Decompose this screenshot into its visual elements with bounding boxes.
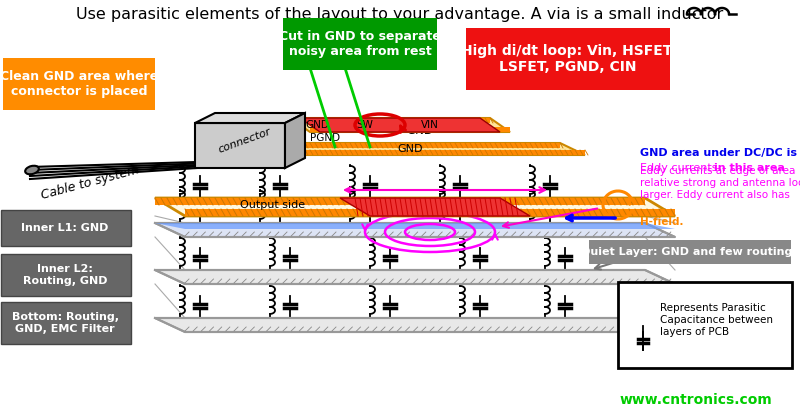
Text: Inner L1: GND: Inner L1: GND [22, 223, 109, 233]
FancyBboxPatch shape [618, 282, 792, 368]
Text: VIN: VIN [421, 120, 439, 130]
Polygon shape [300, 118, 500, 132]
Text: www.cntronics.com: www.cntronics.com [620, 393, 773, 407]
Polygon shape [250, 143, 585, 155]
Text: GND: GND [398, 144, 422, 154]
FancyBboxPatch shape [283, 18, 437, 70]
Text: Represents Parasitic
Capacitance between
layers of PCB: Represents Parasitic Capacitance between… [660, 303, 773, 336]
Polygon shape [250, 143, 560, 148]
Polygon shape [155, 318, 675, 332]
Text: High di/dt loop: Vin, HSFET,
LSFET, PGND, CIN: High di/dt loop: Vin, HSFET, LSFET, PGND… [461, 44, 675, 74]
FancyBboxPatch shape [1, 254, 131, 296]
Polygon shape [155, 223, 675, 237]
Polygon shape [195, 123, 285, 168]
Polygon shape [340, 198, 530, 216]
FancyBboxPatch shape [3, 58, 155, 110]
FancyBboxPatch shape [1, 302, 131, 344]
Polygon shape [185, 209, 675, 216]
Text: H-field.: H-field. [640, 217, 683, 227]
Text: Eddy currents: Eddy currents [640, 163, 721, 173]
Polygon shape [290, 118, 490, 123]
Polygon shape [310, 127, 510, 132]
FancyBboxPatch shape [466, 28, 670, 90]
Text: GND: GND [305, 120, 329, 130]
Text: SW: SW [357, 120, 374, 130]
Text: Eddy currents at edge of area
relative strong and antenna loop
larger. Eddy curr: Eddy currents at edge of area relative s… [640, 166, 800, 200]
Text: Bottom: Routing,
GND, EMC Filter: Bottom: Routing, GND, EMC Filter [11, 312, 118, 334]
Text: connector: connector [217, 127, 273, 155]
Text: in this area: in this area [714, 163, 785, 173]
Text: PGND: PGND [310, 133, 340, 143]
Text: GND: GND [406, 125, 434, 138]
Text: Output side: Output side [240, 200, 305, 210]
Text: Cable to system: Cable to system [40, 163, 141, 202]
FancyBboxPatch shape [589, 240, 791, 264]
Text: GND area under DC/DC is noisy: GND area under DC/DC is noisy [640, 148, 800, 158]
Polygon shape [155, 198, 645, 205]
FancyBboxPatch shape [1, 210, 131, 246]
Polygon shape [195, 113, 305, 123]
Polygon shape [285, 113, 305, 168]
Text: Use parasitic elements of the layout to your advantage. A via is a small inducto: Use parasitic elements of the layout to … [76, 7, 724, 21]
Polygon shape [275, 150, 585, 155]
Text: Cut in GND to separate
noisy area from rest: Cut in GND to separate noisy area from r… [279, 30, 441, 58]
Text: Clean GND area where
connector is placed: Clean GND area where connector is placed [0, 70, 158, 98]
Polygon shape [155, 270, 675, 284]
Ellipse shape [25, 166, 39, 174]
Polygon shape [155, 198, 675, 216]
Polygon shape [155, 223, 675, 229]
Text: Inner L2:
Routing, GND: Inner L2: Routing, GND [22, 264, 107, 286]
Text: Quiet Layer: GND and few routings: Quiet Layer: GND and few routings [581, 247, 799, 257]
Polygon shape [290, 118, 510, 132]
